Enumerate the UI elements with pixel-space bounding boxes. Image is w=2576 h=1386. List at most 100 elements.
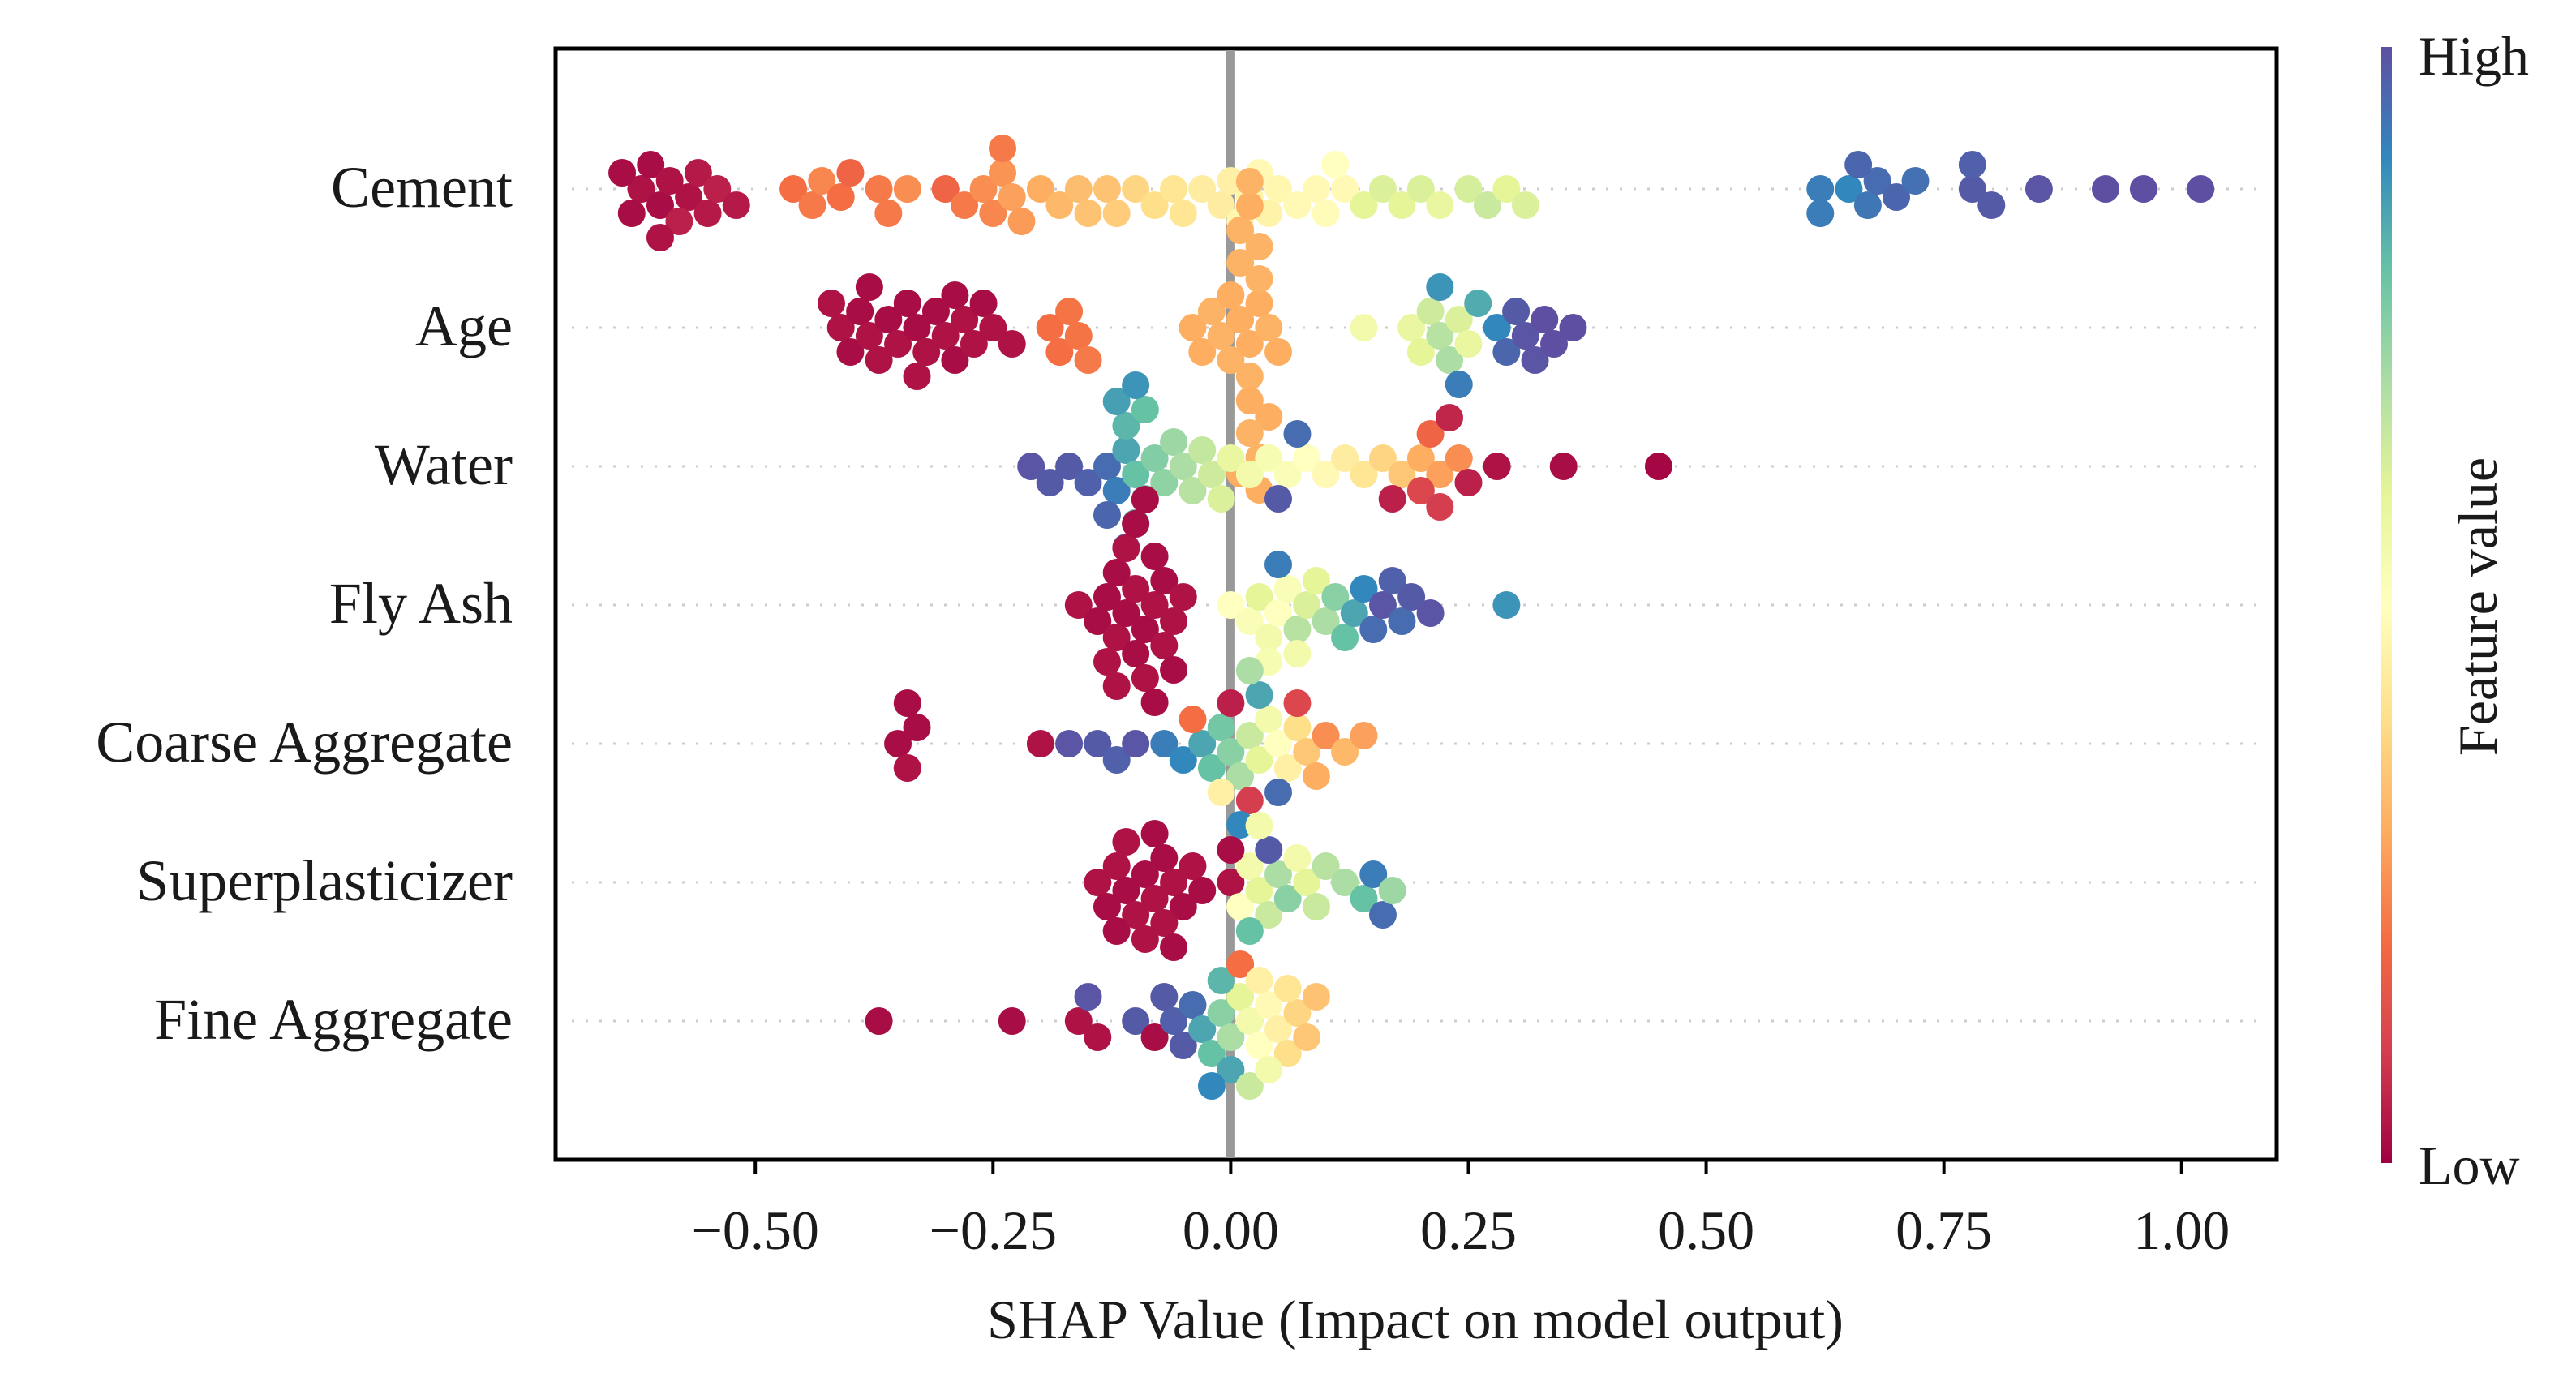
data-point [1350,314,1378,341]
data-point [1226,950,1255,978]
data-point [1255,314,1283,341]
data-point [1331,738,1359,766]
data-point [1264,485,1293,513]
data-point [1549,453,1578,480]
colorbar [2381,47,2392,1163]
data-point [1464,290,1492,317]
data-point [1406,338,1435,366]
data-point [1226,306,1255,333]
data-point [1321,151,1350,178]
data-point [1093,453,1121,480]
data-point [1350,885,1378,912]
data-point [1017,453,1045,480]
data-point [1264,338,1293,366]
data-point [1312,200,1340,227]
data-point [1863,167,1891,195]
data-point [1264,779,1293,806]
data-point [1235,787,1264,814]
data-point [1406,444,1435,472]
data-point [1312,722,1340,749]
colorbar-low-label: Low [2419,1135,2520,1196]
data-point [1235,1007,1264,1035]
data-point [1197,461,1226,488]
data-point [912,338,941,366]
data-point [893,175,921,203]
data-point [1283,999,1312,1027]
data-point [1093,893,1121,920]
data-point [931,175,960,203]
data-point [846,298,874,325]
data-point [1293,869,1321,896]
data-point [1293,738,1321,766]
data-point [779,175,808,203]
feature-label: Superplasticizer [136,848,513,913]
data-point [617,200,646,227]
data-point [979,314,1007,341]
data-point [1397,314,1426,341]
data-point [874,306,903,333]
data-point [1255,706,1283,733]
data-point [1531,306,1559,333]
data-point [1255,991,1283,1019]
data-point [1131,925,1159,953]
data-point [1112,877,1140,904]
data-point [1255,624,1283,651]
data-point [1388,191,1416,219]
data-point [1235,192,1264,220]
data-point [1350,191,1378,219]
data-point [1217,281,1245,309]
data-point [1207,967,1235,994]
data-point [1416,599,1445,627]
data-point [1131,396,1159,423]
data-point [1255,403,1283,431]
data-point [1378,567,1406,594]
data-point [637,151,665,178]
data-point [960,330,988,358]
data-point [1283,640,1312,667]
data-point [1511,322,1539,350]
data-point [1122,640,1150,667]
data-point [884,730,912,757]
colorbar-high-label: High [2419,25,2529,87]
data-point [1539,330,1568,358]
data-point [1093,501,1121,529]
data-point [1340,599,1368,627]
data-point [1245,233,1273,260]
data-point [1112,828,1140,856]
data-point [1150,844,1179,872]
data-point [1217,1056,1245,1083]
data-point [722,191,750,219]
data-point [1454,469,1483,496]
data-point [836,338,865,366]
data-point [1283,420,1312,448]
data-point [1473,191,1501,219]
data-point [1084,607,1112,635]
data-point [1406,175,1435,203]
data-point [1160,428,1188,456]
data-point [1368,591,1397,619]
data-point [1140,543,1169,570]
x-tick-label: 0.50 [1658,1199,1754,1261]
data-point [1140,191,1169,219]
data-point [1102,477,1131,504]
data-point [1235,607,1264,635]
data-point [998,330,1026,358]
x-tick-label: 0.00 [1183,1199,1279,1261]
data-point [1064,591,1093,619]
data-point [1901,167,1930,195]
data-point [1302,175,1330,203]
data-point [1217,836,1245,864]
x-tick-label: −0.50 [692,1199,819,1261]
data-point [1140,591,1169,619]
data-point [951,306,979,333]
data-point [655,167,684,195]
data-point [1283,616,1312,643]
data-point [1179,991,1207,1019]
data-point [865,1007,893,1035]
x-tick-label: 0.25 [1420,1199,1517,1261]
data-point [1102,624,1131,651]
data-point [1217,689,1245,717]
data-point [1217,738,1245,766]
data-point [1264,551,1293,578]
